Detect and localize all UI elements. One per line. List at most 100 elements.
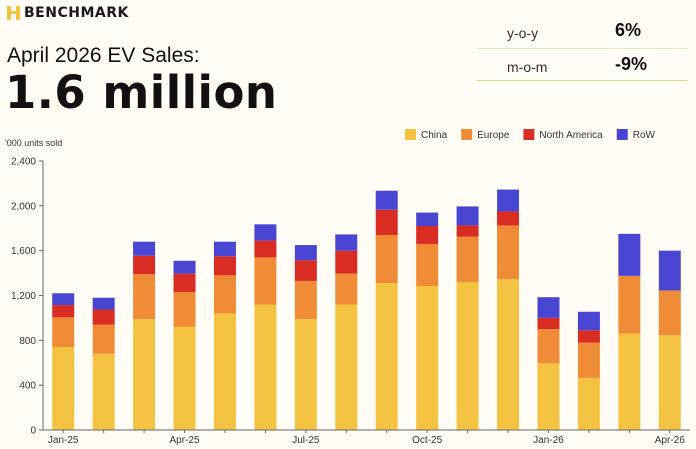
legend-label: North America [539,130,603,141]
bar-segment [497,279,520,430]
y-tick-label: 2,000 [11,201,36,212]
bar-segment [173,273,196,293]
stat-yoy-value: 6% [615,20,642,40]
bar-segment [456,236,479,283]
bar-segment [294,245,317,261]
bar-segment [173,260,196,274]
x-tick-label: Oct-25 [412,435,442,446]
bar-segment [456,225,479,237]
legend-label: RoW [633,130,656,141]
bar-segment [497,189,520,212]
bar-segment [497,225,520,280]
bar-segment [294,319,317,430]
bar-segment [133,274,156,320]
benchmark-logo: BENCHMARK [6,4,129,22]
bar-segment [133,319,156,430]
legend-swatch [616,129,628,140]
legend-swatch [405,129,416,140]
y-tick-label: 1,600 [11,246,36,257]
bar-segment [92,353,115,430]
stats-panel: y-o-y 6% m-o-m -9% [477,18,687,82]
bar-segment [173,292,196,327]
bar-segment [294,280,317,320]
bar-segment [294,260,317,281]
bar-segment [133,255,156,275]
bar-segment [658,290,681,336]
bar-segment [52,293,75,306]
bar-segment [52,305,75,318]
bar-segment [618,333,641,430]
bar-segment [213,275,236,314]
x-axis: Jan-25 Apr-25 Jul-25 Oct-25 Jan-26 Apr-26 [43,429,690,446]
x-tick-label: Jul-25 [292,435,320,446]
bar-segment [537,363,560,430]
bar-segment [92,297,115,310]
bar-segment [254,257,277,305]
legend-label: Europe [477,130,510,141]
bar-segment [375,283,398,430]
bar-segment [335,304,358,430]
bar-segment [416,212,439,227]
bar-segment [213,313,236,430]
stat-mom: m-o-m -9% [477,52,687,82]
x-tick-label: Apr-26 [655,435,685,446]
bar-segment [375,209,398,235]
bar-segment [456,206,479,226]
bar-segment [254,240,277,258]
bar-segment [173,326,196,430]
stat-yoy-label: y-o-y [507,25,539,41]
bar-segment [577,342,600,378]
bar-segment [577,377,600,430]
bar-segment [497,211,520,226]
stat-yoy: y-o-y 6% [477,18,687,48]
x-tick-label: Jan-25 [48,435,79,446]
legend-swatch [461,129,473,140]
bar-segment [416,226,439,244]
bar-segment [335,234,358,251]
bar-segment [618,233,641,276]
bar-segment [335,250,358,274]
stat-divider [477,48,687,49]
bar-segment [577,311,600,331]
page-title: April 2026 EV Sales: [7,44,200,67]
bar-segment [416,243,439,286]
bar-segment [92,324,115,354]
bar-segment [537,329,560,364]
bar-stacks [52,189,681,430]
bar-segment [658,250,681,291]
bar-segment [618,275,641,334]
bar-segment [213,256,236,276]
bar-segment [658,335,681,430]
y-tick-label: 800 [19,336,36,347]
legend-swatch [523,129,535,140]
benchmark-logo-icon [7,6,20,20]
bar-segment [52,317,75,348]
bar-segment [537,317,560,330]
bar-segment [375,234,398,284]
y-axis-unit-label: '000 units sold [5,138,62,148]
stat-mom-value: -9% [615,54,648,74]
y-tick-label: 0 [30,426,36,437]
bar-segment [52,347,75,430]
bar-segment [375,190,398,210]
x-tick-label: Jan-26 [533,435,564,446]
bar-segment [335,273,358,305]
y-axis: 0 400 800 1,200 1,600 2,000 2,400 [11,157,44,437]
legend-label: China [421,130,448,141]
bar-segment [456,282,479,430]
x-tick-label: Apr-25 [170,435,200,446]
bar-segment [254,304,277,430]
bar-segment [577,330,600,343]
bar-segment [213,241,236,257]
bar-segment [92,309,115,325]
y-tick-label: 2,400 [11,157,36,168]
stat-bottom-rule [477,80,687,81]
chart-legend: China Europe North America RoW [405,129,656,141]
bar-segment [133,241,156,256]
bar-segment [254,224,277,241]
headline-value: 1.6 million [5,66,278,119]
brand-name: BENCHMARK [24,5,129,21]
stat-mom-label: m-o-m [507,59,548,75]
y-tick-label: 400 [19,381,36,392]
